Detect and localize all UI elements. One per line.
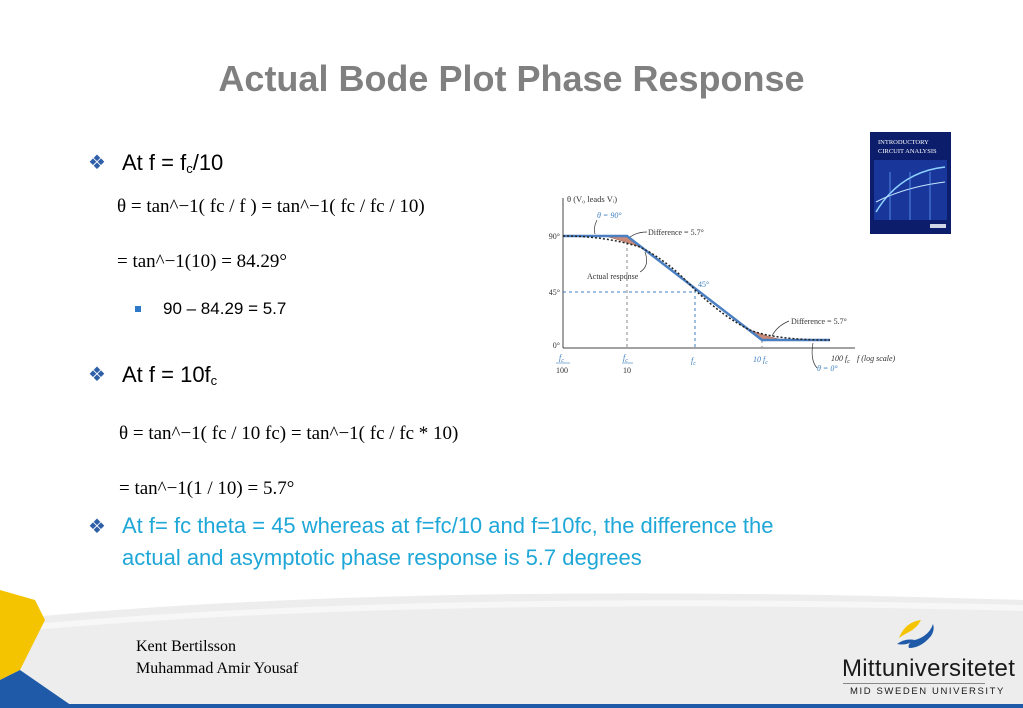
actual-response-curve	[562, 235, 831, 341]
deg-45-label: 45°	[698, 280, 709, 289]
svg-text:100: 100	[556, 366, 568, 375]
bullet-at-10fc: At f = 10fc	[122, 362, 217, 388]
equation-2: = tan^−1(10) = 84.29°	[117, 251, 288, 272]
logo-divider	[843, 683, 985, 684]
book-cover-art: INTRODUCTORY CIRCUIT ANALYSIS	[870, 132, 951, 234]
book-title-line-2: CIRCUIT ANALYSIS	[878, 148, 937, 155]
x-axis-label: f (log scale)	[857, 354, 896, 363]
footer-bottom-bar	[0, 704, 1023, 708]
bullet-summary: At f= fc theta = 45 whereas at f=fc/10 a…	[122, 510, 773, 574]
y-tick-0: 0°	[553, 341, 560, 350]
subscript: c	[186, 161, 193, 176]
x-tick-10fc: 10 fc	[753, 355, 768, 366]
bullet-text: At f = 10f	[122, 362, 211, 387]
slide-title: Actual Bode Plot Phase Response	[218, 58, 805, 99]
x-tick-fc100: fc 100	[556, 353, 570, 375]
equation-1: θ = tan^−1( fc / f ) = tan^−1( fc / fc /…	[117, 196, 425, 217]
subscript: c	[210, 373, 218, 388]
theta-90-label: θ = 90°	[597, 211, 622, 220]
blue-accent-shape	[0, 670, 75, 708]
footer-authors: Kent Bertilsson Muhammad Amir Yousaf	[136, 636, 298, 680]
summary-line-2: actual and asymptotic phase response is …	[122, 545, 642, 570]
bode-phase-figure: 90° 45° 0° θ (V₀ leads Vᵢ) θ = 90° Diffe…	[549, 194, 896, 375]
difference-bottom-label: Difference = 5.7°	[791, 317, 847, 326]
y-axis-label: θ (V₀ leads Vᵢ)	[567, 194, 617, 204]
university-logo-icon	[897, 620, 934, 648]
diamond-bullet-icon: ❖	[88, 364, 106, 386]
actual-response-label: Actual response	[587, 272, 639, 281]
summary-line-1: At f= fc theta = 45 whereas at f=fc/10 a…	[122, 513, 774, 538]
y-tick-90: 90°	[549, 232, 560, 241]
yellow-accent-shape	[0, 590, 45, 680]
square-bullet-icon	[135, 306, 141, 312]
x-tick-fc10: fc 10	[622, 353, 633, 375]
university-subtitle: MID SWEDEN UNIVERSITY	[850, 686, 1005, 697]
asymptotic-response	[563, 234, 830, 342]
book-title-line-1: INTRODUCTORY	[878, 139, 929, 146]
author-2: Muhammad Amir Yousaf	[136, 660, 299, 677]
svg-text:10: 10	[623, 366, 631, 375]
x-tick-100fc: 100 fc	[831, 354, 850, 365]
y-tick-45: 45°	[549, 288, 560, 297]
footer-background	[0, 590, 1023, 708]
diamond-bullet-icon: ❖	[88, 152, 106, 174]
author-1: Kent Bertilsson	[136, 638, 236, 655]
svg-text:fc: fc	[559, 353, 564, 364]
bullet-text-suffix: /10	[192, 150, 224, 175]
equation-3: θ = tan^−1( fc / 10 fc) = tan^−1( fc / f…	[119, 423, 459, 444]
university-name: Mittuniversitetet	[842, 655, 1016, 682]
sub-bullet-difference: 90 – 84.29 = 5.7	[163, 299, 287, 318]
x-tick-fc: fc	[691, 356, 696, 367]
svg-text:fc: fc	[623, 353, 628, 364]
diamond-bullet-icon: ❖	[88, 516, 106, 538]
difference-top-label: Difference = 5.7°	[648, 228, 704, 237]
equation-4: = tan^−1(1 / 10) = 5.7°	[119, 478, 295, 499]
bullet-text: At f = f	[122, 150, 187, 175]
theta-0-label: θ = 0°	[817, 364, 838, 373]
book-cover-image: INTRODUCTORY CIRCUIT ANALYSIS	[870, 132, 951, 234]
bullet-at-fc-over-10: At f = fc/10	[122, 150, 223, 176]
